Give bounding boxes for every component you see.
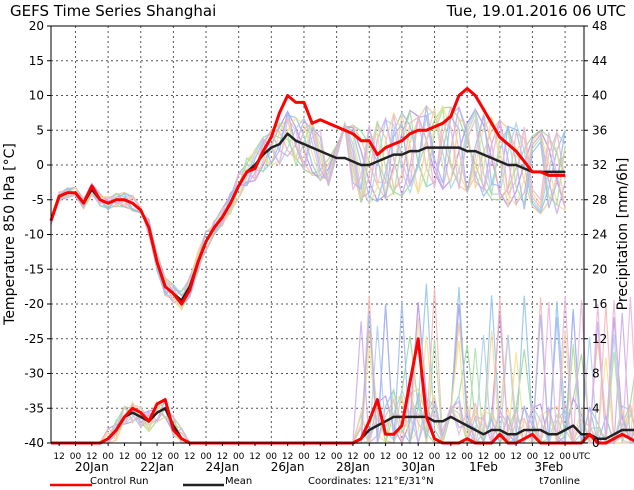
x-hour-label: 12 — [478, 452, 489, 462]
x-hour-label: 12 — [543, 452, 554, 462]
x-hour-label: 00 — [298, 452, 310, 462]
chart-title: GEFS Time Series Shanghai — [10, 2, 216, 20]
x-hour-label: 12 — [217, 452, 228, 462]
x-hour-label: 00 — [527, 452, 539, 462]
x-hour-label: 00 — [559, 452, 571, 462]
x-hour-label: 00 — [168, 452, 180, 462]
right-tick-label: 28 — [592, 193, 607, 207]
x-hour-label: 00 — [135, 452, 147, 462]
right-tick-label: 4 — [592, 401, 600, 415]
right-tick-label: 0 — [592, 436, 600, 450]
coordinates-label: Coordinates: 121°E/31°N — [308, 476, 434, 487]
ensemble-temperature-members — [50, 104, 566, 312]
left-axis-ticks: 20 15 10 5 0 -5 -10 -15 -20 -25 -30 -35 -40 — [24, 19, 51, 450]
right-tick-label: 44 — [592, 54, 607, 68]
x-hour-label: 00 — [364, 452, 376, 462]
x-date-label: 28Jan — [336, 460, 370, 474]
x-date-label: 20Jan — [75, 460, 109, 474]
x-hour-label: 12 — [510, 452, 521, 462]
right-tick-label: 32 — [592, 158, 607, 172]
temperature-member-line — [50, 106, 566, 296]
legend: Control Run Mean Coordinates: 121°E/31°N… — [50, 476, 580, 487]
control-temperature-line — [49, 87, 566, 306]
x-hour-label: 12 — [249, 452, 260, 462]
x-hour-label: 00 — [233, 452, 245, 462]
left-tick-label: 10 — [29, 89, 44, 103]
x-hour-label: 00 — [200, 452, 212, 462]
x-hour-label: 00 — [396, 452, 408, 462]
left-tick-label: -10 — [24, 228, 44, 242]
right-tick-label: 20 — [592, 262, 607, 276]
right-tick-label: 40 — [592, 89, 607, 103]
legend-control-label: Control Run — [90, 476, 149, 487]
x-date-label: 26Jan — [271, 460, 305, 474]
temperature-member-line — [50, 113, 566, 304]
x-hour-label: 12 — [184, 452, 195, 462]
x-hour-label: 12 — [347, 452, 358, 462]
x-hour-label: 12 — [151, 452, 162, 462]
x-hour-label: 12 — [412, 452, 423, 462]
x-date-label: 22Jan — [140, 460, 174, 474]
x-date-label: 30Jan — [401, 460, 435, 474]
x-hour-label: 12 — [119, 452, 130, 462]
x-hour-label: 12 — [445, 452, 456, 462]
x-hour-label: 12 — [315, 452, 326, 462]
x-hour-label: 00 — [429, 452, 441, 462]
x-hour-label: 00 — [331, 452, 343, 462]
x-date-label: 24Jan — [205, 460, 239, 474]
x-axis-ticks: 12 00 12 00 12 00 12 00 12 00 12 00 12 00 12 00 12 00 12 00… — [53, 443, 590, 474]
x-date-label: 1Feb — [469, 460, 498, 474]
left-tick-label: 5 — [36, 123, 44, 137]
left-tick-label: -15 — [24, 262, 44, 276]
left-tick-label: -30 — [24, 367, 44, 381]
x-hour-label: 00 — [461, 452, 473, 462]
forecast-timestamp: Tue, 19.01.2016 06 UTC — [446, 2, 626, 20]
legend-mean-label: Mean — [225, 476, 252, 487]
x-hour-label: 12 — [53, 452, 64, 462]
left-axis-label: Temperature 850 hPa [°C] — [2, 143, 18, 326]
x-hour-label: 12 — [86, 452, 97, 462]
left-tick-label: -5 — [32, 193, 44, 207]
source-label: t7online — [539, 476, 580, 487]
right-axis-label: Precipitation [mm/6h] — [615, 158, 631, 311]
x-date-label: 3Feb — [534, 460, 563, 474]
x-hour-label: UTC — [572, 452, 590, 462]
left-tick-label: -40 — [24, 436, 44, 450]
x-hour-label: 00 — [70, 452, 82, 462]
left-tick-label: -25 — [24, 332, 44, 346]
right-tick-label: 8 — [592, 367, 600, 381]
left-tick-label: 15 — [29, 54, 44, 68]
left-tick-label: -20 — [24, 297, 44, 311]
x-hour-label: 00 — [102, 452, 114, 462]
control-precipitation-line — [51, 337, 634, 445]
x-hour-label: 00 — [266, 452, 278, 462]
x-hour-label: 00 — [494, 452, 506, 462]
right-tick-label: 16 — [592, 297, 607, 311]
right-tick-label: 48 — [592, 19, 607, 33]
left-tick-label: -35 — [24, 401, 44, 415]
right-tick-label: 12 — [592, 332, 607, 346]
right-tick-label: 24 — [592, 228, 607, 242]
left-tick-label: 20 — [29, 19, 44, 33]
left-tick-label: 0 — [36, 158, 44, 172]
right-tick-label: 36 — [592, 123, 607, 137]
x-hour-label: 12 — [380, 452, 391, 462]
x-hour-label: 12 — [282, 452, 293, 462]
